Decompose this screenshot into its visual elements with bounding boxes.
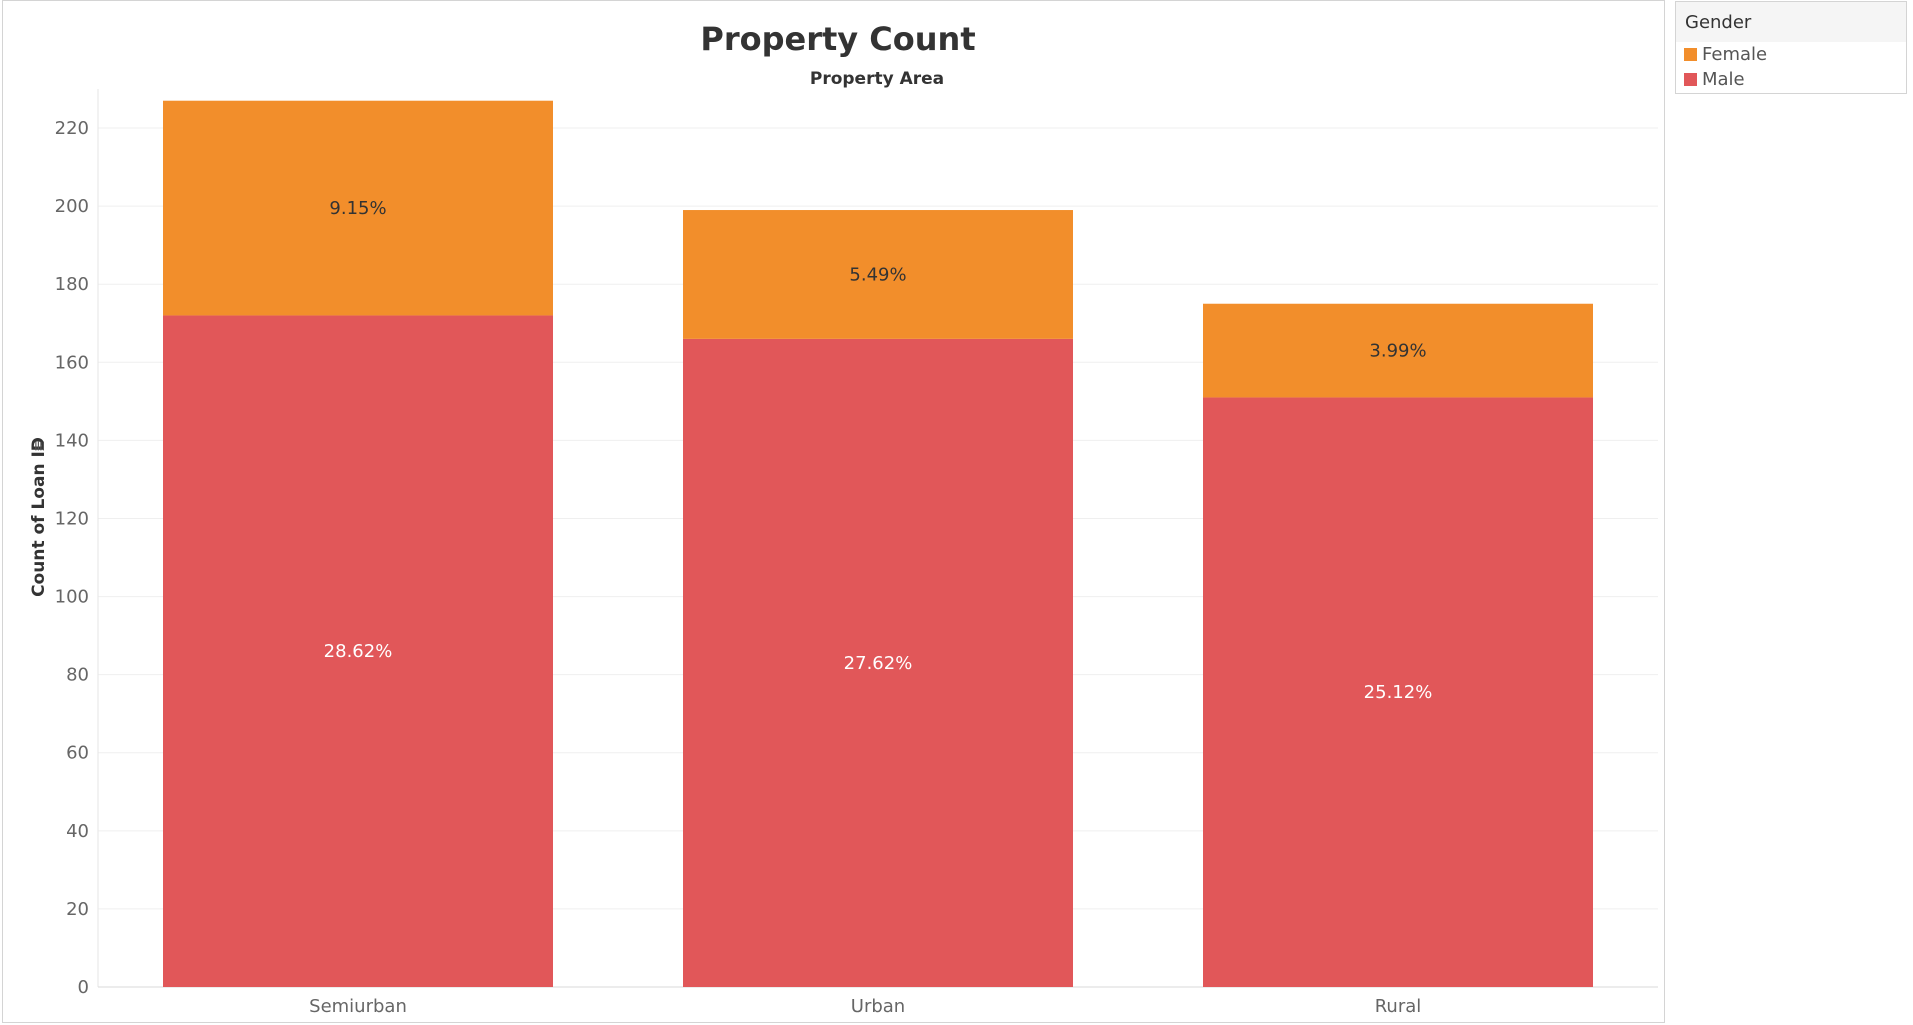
y-tick-label: 120 (55, 508, 89, 529)
legend-swatch-female (1684, 48, 1697, 61)
chart-title: Property Count (700, 20, 975, 58)
legend-label-male: Male (1702, 69, 1745, 90)
data-label-female-urban: 5.49% (849, 264, 906, 285)
legend[interactable]: Gender Female Male (1675, 1, 1907, 94)
y-tick-label: 80 (66, 665, 89, 686)
y-tick-label: 60 (66, 743, 89, 764)
column-header: Property Area (810, 69, 944, 89)
data-label-male-semiurban: 28.62% (324, 641, 393, 662)
data-label-male-urban: 27.62% (844, 653, 913, 674)
x-tick-label: Urban (851, 996, 905, 1017)
bar-female-semiurban (163, 100, 553, 316)
bar-male-rural (1203, 397, 1593, 987)
legend-item-female[interactable]: Female (1676, 42, 1906, 67)
bar-female-urban (683, 210, 1073, 339)
y-axis-title: Count of Loan ID (29, 437, 49, 597)
y-tick-label: 180 (55, 274, 89, 295)
y-tick-label: 100 (55, 587, 89, 608)
y-tick-label: 220 (55, 118, 89, 139)
data-label-female-rural: 3.99% (1369, 341, 1426, 362)
bar-female-rural (1203, 303, 1593, 398)
legend-item-male[interactable]: Male (1676, 67, 1906, 92)
y-tick-label: 40 (66, 821, 89, 842)
y-tick-label: 140 (55, 430, 89, 451)
bar-male-semiurban (163, 315, 553, 988)
data-label-male-rural: 25.12% (1364, 682, 1433, 703)
y-tick-label: 160 (55, 352, 89, 373)
bar-chart: Property Count Property Area 0 20 40 60 80 100 1… (29, 20, 1658, 1017)
x-tick-label: Rural (1375, 996, 1422, 1017)
x-tick-label: Semiurban (309, 996, 407, 1017)
legend-label-female: Female (1702, 44, 1768, 65)
chart-frame: Property Count Property Area 0 20 40 60 80 100 1… (2, 0, 1665, 1023)
bar-male-urban (683, 338, 1073, 987)
legend-title: Gender (1676, 2, 1906, 42)
sort-icon: ≣ (32, 440, 48, 452)
legend-swatch-male (1684, 73, 1697, 86)
y-tick-label: 20 (66, 899, 89, 920)
y-tick-label: 0 (78, 977, 89, 998)
data-label-female-semiurban: 9.15% (329, 198, 386, 219)
y-tick-label: 200 (55, 196, 89, 217)
